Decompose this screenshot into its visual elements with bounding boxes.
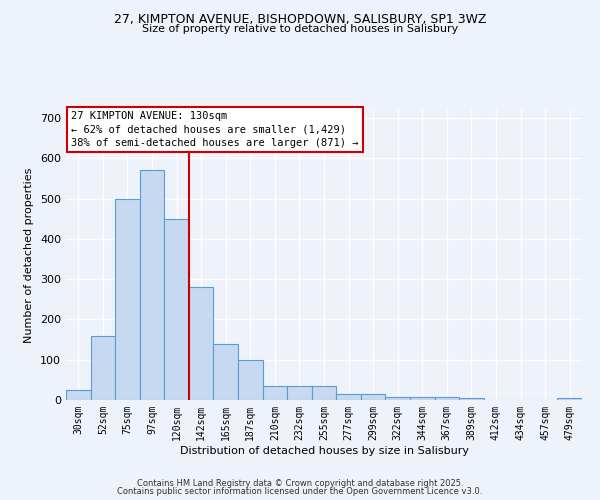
Bar bbox=[287, 386, 312, 400]
Bar bbox=[385, 397, 410, 400]
Bar bbox=[91, 336, 115, 400]
Text: Contains public sector information licensed under the Open Government Licence v3: Contains public sector information licen… bbox=[118, 487, 482, 496]
Bar bbox=[434, 397, 459, 400]
Bar bbox=[557, 398, 582, 400]
Text: 27 KIMPTON AVENUE: 130sqm
← 62% of detached houses are smaller (1,429)
38% of se: 27 KIMPTON AVENUE: 130sqm ← 62% of detac… bbox=[71, 112, 359, 148]
Bar bbox=[189, 287, 214, 400]
Y-axis label: Number of detached properties: Number of detached properties bbox=[25, 168, 34, 342]
Bar bbox=[66, 390, 91, 400]
Text: Size of property relative to detached houses in Salisbury: Size of property relative to detached ho… bbox=[142, 24, 458, 34]
Bar bbox=[214, 344, 238, 400]
Bar bbox=[312, 386, 336, 400]
Bar bbox=[361, 394, 385, 400]
Bar bbox=[410, 397, 434, 400]
Bar bbox=[238, 360, 263, 400]
Bar bbox=[140, 170, 164, 400]
Bar bbox=[164, 219, 189, 400]
Bar bbox=[336, 394, 361, 400]
Bar bbox=[459, 398, 484, 400]
Bar bbox=[263, 386, 287, 400]
Text: Contains HM Land Registry data © Crown copyright and database right 2025.: Contains HM Land Registry data © Crown c… bbox=[137, 478, 463, 488]
Bar bbox=[115, 198, 140, 400]
X-axis label: Distribution of detached houses by size in Salisbury: Distribution of detached houses by size … bbox=[179, 446, 469, 456]
Text: 27, KIMPTON AVENUE, BISHOPDOWN, SALISBURY, SP1 3WZ: 27, KIMPTON AVENUE, BISHOPDOWN, SALISBUR… bbox=[114, 12, 486, 26]
